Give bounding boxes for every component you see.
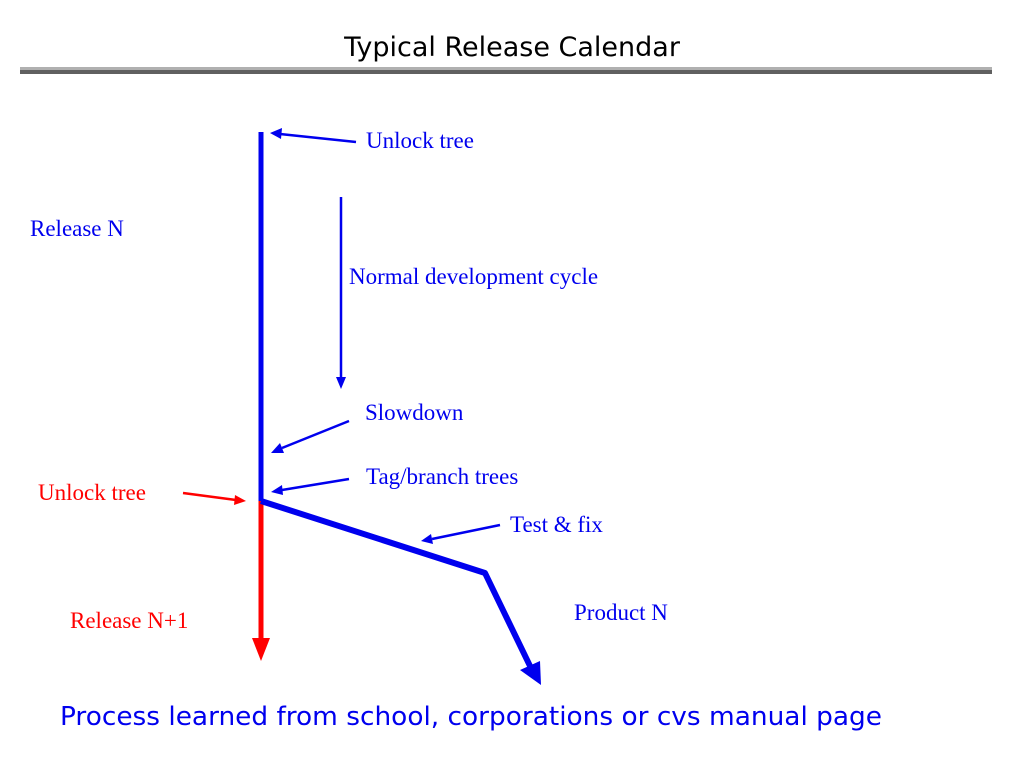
slide-footer: Process learned from school, corporation… [60, 702, 882, 732]
unlock-tree-pointer [279, 132, 357, 144]
label-unlock-tree: Unlock tree [366, 128, 474, 153]
tag-branch-pointer [281, 477, 350, 492]
title-rule-light [20, 67, 992, 70]
slowdown-pointer [281, 419, 350, 450]
release-n1-arrowhead [252, 638, 270, 661]
title-rule-dark [20, 70, 992, 74]
label-slowdown: Slowdown [365, 400, 464, 425]
dev-cycle-arrow-head [336, 377, 346, 389]
product-n-arrowhead [520, 661, 541, 685]
label-product-n: Product N [574, 600, 668, 625]
test-fix-pointer [431, 523, 501, 541]
label-release-n1: Release N+1 [70, 608, 188, 633]
label-normal-development-cycle: Normal development cycle [349, 264, 598, 289]
red-unlock-pointer-head [234, 495, 246, 505]
tag-branch-pointer-head [271, 485, 283, 495]
label-release-n: Release N [30, 216, 124, 241]
slide-title: Typical Release Calendar [343, 32, 681, 63]
label-tag-branch-trees: Tag/branch trees [366, 464, 518, 489]
label-unlock-tree-red: Unlock tree [38, 480, 146, 505]
red-unlock-pointer [182, 491, 237, 502]
product-n-branch-line [260, 498, 533, 668]
test-fix-pointer-head [421, 534, 433, 544]
slowdown-pointer-head [271, 443, 284, 453]
unlock-tree-pointer-head [270, 128, 282, 139]
label-test-fix: Test & fix [510, 512, 603, 537]
